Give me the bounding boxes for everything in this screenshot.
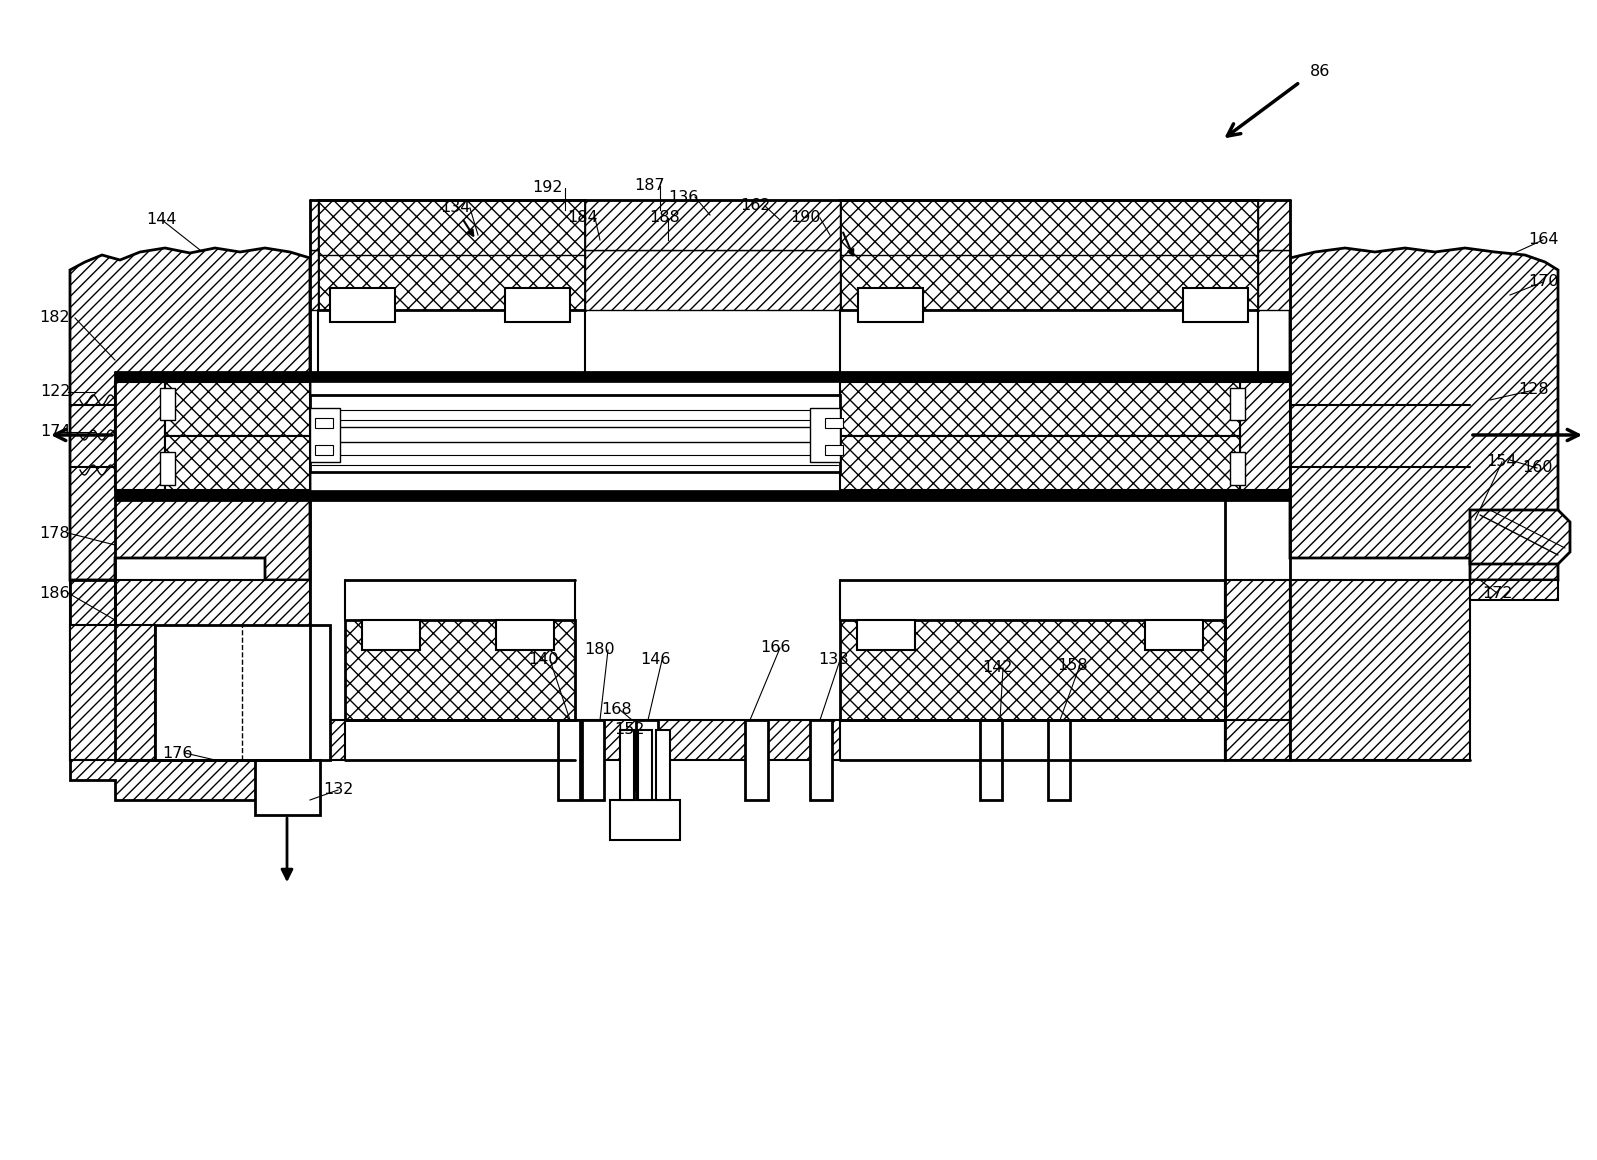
Polygon shape bbox=[1258, 251, 1290, 310]
Polygon shape bbox=[311, 427, 838, 442]
Polygon shape bbox=[581, 720, 604, 800]
Text: 132: 132 bbox=[323, 783, 353, 798]
Polygon shape bbox=[345, 619, 575, 720]
Polygon shape bbox=[115, 372, 1290, 382]
Polygon shape bbox=[557, 720, 580, 800]
Polygon shape bbox=[331, 288, 394, 322]
Polygon shape bbox=[840, 200, 1258, 310]
Text: 152: 152 bbox=[615, 723, 645, 738]
Text: 168: 168 bbox=[602, 703, 632, 718]
Polygon shape bbox=[840, 382, 1239, 436]
Polygon shape bbox=[1258, 200, 1290, 251]
Text: 162: 162 bbox=[739, 198, 770, 213]
Text: 187: 187 bbox=[634, 179, 666, 194]
Polygon shape bbox=[1469, 510, 1570, 564]
Polygon shape bbox=[70, 580, 310, 800]
Polygon shape bbox=[1183, 288, 1247, 322]
Polygon shape bbox=[310, 200, 318, 251]
Polygon shape bbox=[1230, 452, 1246, 485]
Polygon shape bbox=[858, 288, 923, 322]
Text: 188: 188 bbox=[650, 210, 680, 225]
Text: 164: 164 bbox=[1528, 232, 1559, 247]
Polygon shape bbox=[636, 720, 658, 800]
Polygon shape bbox=[310, 251, 318, 310]
Polygon shape bbox=[1290, 248, 1559, 580]
Polygon shape bbox=[1225, 580, 1290, 760]
Text: 160: 160 bbox=[1522, 461, 1552, 476]
Text: 180: 180 bbox=[585, 643, 615, 658]
Text: 192: 192 bbox=[533, 181, 564, 196]
Text: 178: 178 bbox=[40, 525, 70, 541]
Polygon shape bbox=[840, 619, 1225, 720]
Polygon shape bbox=[826, 418, 843, 428]
Polygon shape bbox=[1290, 580, 1469, 760]
Polygon shape bbox=[164, 382, 310, 436]
Text: 142: 142 bbox=[982, 660, 1012, 675]
Polygon shape bbox=[115, 382, 164, 490]
Text: 158: 158 bbox=[1057, 658, 1088, 673]
Text: 176: 176 bbox=[161, 746, 192, 761]
Polygon shape bbox=[1230, 387, 1246, 420]
Text: 122: 122 bbox=[40, 384, 70, 399]
Polygon shape bbox=[70, 248, 310, 580]
Polygon shape bbox=[656, 730, 671, 800]
Polygon shape bbox=[744, 720, 768, 800]
Polygon shape bbox=[164, 436, 310, 490]
Polygon shape bbox=[155, 625, 331, 760]
Polygon shape bbox=[310, 396, 840, 472]
Polygon shape bbox=[826, 445, 843, 455]
Text: 86: 86 bbox=[1310, 65, 1330, 80]
Polygon shape bbox=[810, 408, 840, 462]
Text: 144: 144 bbox=[147, 212, 177, 227]
Text: 128: 128 bbox=[1519, 383, 1549, 398]
Polygon shape bbox=[840, 436, 1239, 490]
Text: 140: 140 bbox=[529, 652, 559, 667]
Polygon shape bbox=[624, 800, 671, 831]
Polygon shape bbox=[160, 452, 176, 485]
Polygon shape bbox=[363, 619, 420, 650]
Text: 184: 184 bbox=[567, 210, 599, 225]
Polygon shape bbox=[315, 418, 334, 428]
Polygon shape bbox=[1145, 619, 1203, 650]
Polygon shape bbox=[70, 580, 115, 760]
Polygon shape bbox=[318, 200, 585, 310]
Polygon shape bbox=[310, 720, 345, 760]
Polygon shape bbox=[620, 730, 634, 800]
Polygon shape bbox=[858, 619, 915, 650]
Polygon shape bbox=[585, 200, 840, 251]
Polygon shape bbox=[585, 251, 840, 310]
Text: 190: 190 bbox=[791, 210, 821, 225]
Text: 170: 170 bbox=[1528, 275, 1559, 290]
Text: 182: 182 bbox=[40, 311, 70, 326]
Polygon shape bbox=[610, 800, 680, 840]
Text: 154: 154 bbox=[1487, 455, 1517, 470]
Text: 138: 138 bbox=[818, 652, 848, 667]
Polygon shape bbox=[505, 288, 570, 322]
Polygon shape bbox=[637, 730, 652, 800]
Polygon shape bbox=[1225, 720, 1290, 760]
Polygon shape bbox=[315, 445, 334, 455]
Polygon shape bbox=[497, 619, 554, 650]
Text: 136: 136 bbox=[668, 189, 698, 204]
Text: 134: 134 bbox=[439, 201, 470, 216]
Text: 172: 172 bbox=[1482, 586, 1512, 601]
Text: 174: 174 bbox=[40, 425, 70, 440]
Polygon shape bbox=[810, 720, 832, 800]
Polygon shape bbox=[115, 580, 310, 760]
Polygon shape bbox=[575, 720, 840, 760]
Polygon shape bbox=[1469, 580, 1559, 600]
Polygon shape bbox=[160, 387, 176, 420]
Polygon shape bbox=[70, 625, 155, 760]
Polygon shape bbox=[1048, 720, 1070, 800]
Polygon shape bbox=[1239, 382, 1290, 490]
Text: 146: 146 bbox=[640, 652, 671, 667]
Text: 166: 166 bbox=[760, 640, 791, 655]
Polygon shape bbox=[256, 760, 319, 815]
Polygon shape bbox=[310, 408, 340, 462]
Polygon shape bbox=[981, 720, 1001, 800]
Text: 186: 186 bbox=[40, 586, 70, 601]
Polygon shape bbox=[115, 490, 1290, 500]
